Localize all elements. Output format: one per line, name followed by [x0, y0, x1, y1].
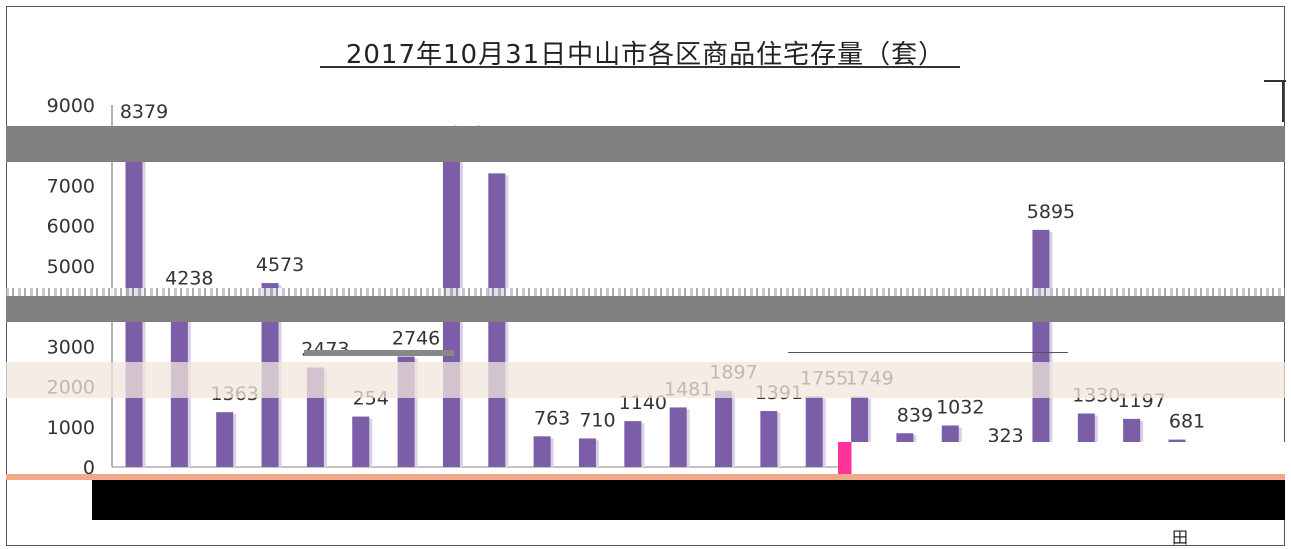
footer-mark: 田: [1172, 528, 1189, 547]
bar: [216, 412, 234, 467]
data-label: 4573: [256, 254, 304, 276]
chart-title: 2017年10月31日中山市各区商品住宅存量（套）: [345, 40, 946, 70]
data-label: 5895: [1027, 201, 1075, 223]
bar: [669, 407, 687, 467]
y-tick-label: 9000: [47, 95, 95, 117]
corner-tick-h: [1264, 80, 1286, 82]
y-tick-label: 3000: [47, 336, 95, 358]
data-label: 839: [897, 404, 933, 426]
bar: [805, 396, 823, 467]
artifact-band: [6, 296, 1285, 322]
y-tick-label: 6000: [47, 216, 95, 238]
artifact-line: [788, 352, 1068, 353]
bar: [715, 390, 733, 467]
bar: [533, 436, 551, 467]
bar: [578, 438, 596, 467]
x-axis-label-bar: [92, 480, 1285, 520]
artifact-band: [6, 474, 1285, 480]
data-label: 4238: [165, 268, 213, 290]
bar: [352, 416, 370, 467]
y-tick-label: 0: [83, 457, 95, 479]
data-label: 681: [1169, 411, 1205, 433]
data-label: 763: [534, 407, 570, 429]
data-label: 710: [579, 409, 615, 431]
y-tick-label: 1000: [47, 417, 95, 439]
data-label: 323: [987, 425, 1023, 447]
bar: [1032, 229, 1050, 467]
title-underline: [320, 66, 960, 68]
artifact-band: [6, 126, 1285, 162]
corner-tick-v: [1282, 82, 1284, 122]
artifact-band: [6, 362, 1285, 398]
y-tick-label: 5000: [47, 256, 95, 278]
bar: [760, 411, 778, 467]
bar: [624, 421, 642, 467]
artifact-line: [304, 350, 454, 356]
y-tick-label: 7000: [47, 175, 95, 197]
data-label: 8379: [120, 101, 168, 123]
artifact-block: [838, 442, 1285, 474]
data-label: 1032: [936, 396, 984, 418]
artifact-noise-strip: [6, 288, 1285, 296]
data-label: 2746: [392, 328, 440, 350]
